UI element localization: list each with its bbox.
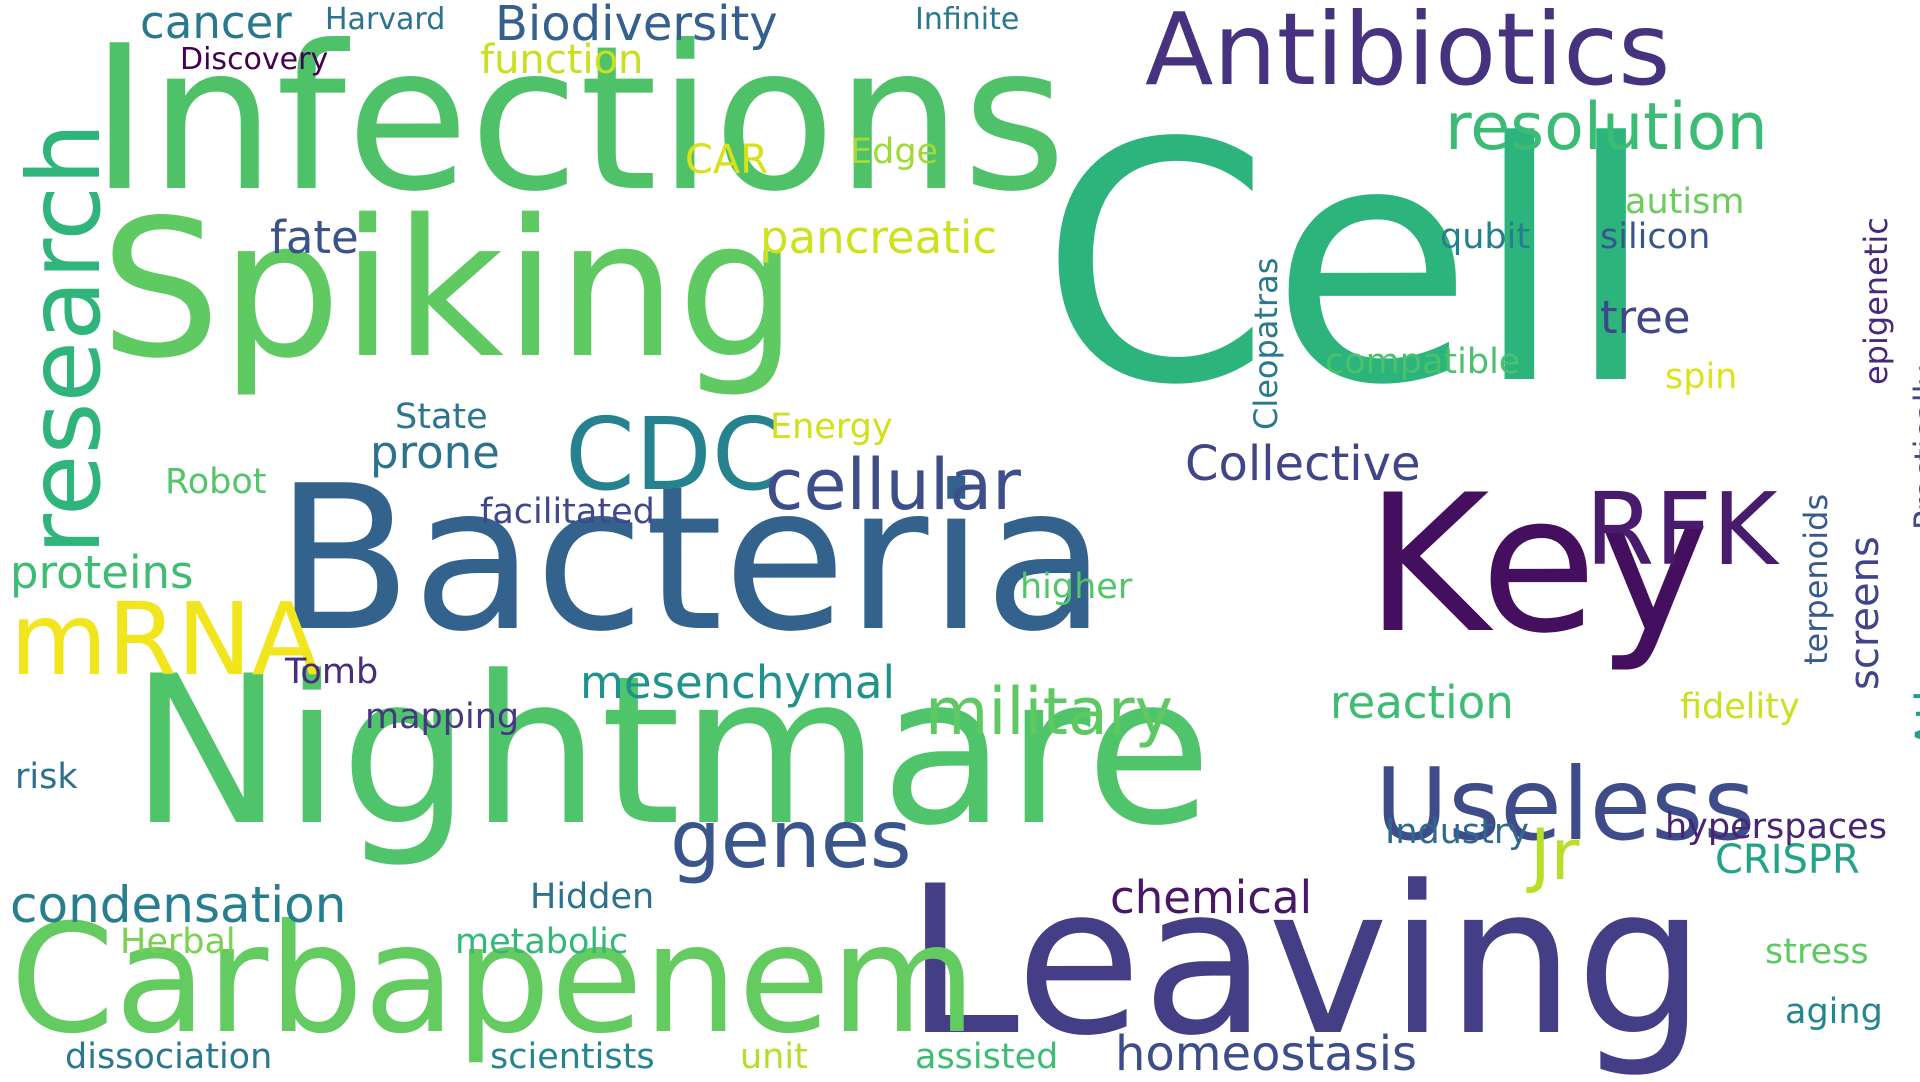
word-cleopatras: Cleopatras	[1247, 257, 1285, 430]
word-antibiotics: Antibiotics	[1145, 0, 1671, 108]
word-collective: Collective	[1185, 436, 1421, 492]
word-spiking: Spiking	[100, 179, 798, 400]
word-aging: aging	[1785, 992, 1883, 1032]
word-risk: risk	[15, 757, 78, 797]
word-cellular: cellular	[765, 444, 1021, 526]
word-hidden: Hidden	[530, 877, 655, 917]
word-harvard: Harvard	[325, 2, 446, 37]
word-prone: prone	[370, 426, 500, 479]
word-leaving: Leaving	[905, 843, 1706, 1081]
word-tomb: Tomb	[285, 652, 379, 692]
word-jr: Jr	[1530, 814, 1580, 896]
word-epigenetic: epigenetic	[1857, 217, 1895, 385]
word-autism: autism	[1625, 182, 1745, 222]
word-carbapenem: Carbapenem	[10, 893, 977, 1067]
word-homeostasis: homeostasis	[1115, 1026, 1418, 1082]
word-infections: Infections	[90, 3, 1067, 236]
word-dissociation: dissociation	[65, 1037, 273, 1077]
word-car: CAR	[685, 137, 769, 183]
word-industry: Industry	[1385, 812, 1529, 852]
word-useless: Useless	[1375, 746, 1756, 863]
word-cancer: cancer	[140, 0, 292, 49]
word-cdc: CDC	[565, 396, 782, 513]
word-mapping: mapping	[365, 697, 520, 737]
word-state: State	[395, 397, 488, 437]
word-silicon: silicon	[1600, 217, 1711, 257]
word-screens: screens	[1842, 536, 1888, 690]
word-qubit: qubit	[1440, 217, 1531, 257]
word-assisted: assisted	[915, 1037, 1059, 1077]
word-key: Key	[1365, 454, 1710, 675]
word-energy: Energy	[770, 407, 893, 447]
word-terpenoids: terpenoids	[1797, 493, 1835, 665]
word-tree: tree	[1600, 291, 1691, 344]
word-atlas: Atlas	[1906, 638, 1920, 750]
word-resolution: resolution	[1445, 90, 1768, 165]
word-unit: unit	[740, 1037, 808, 1077]
word-infinite: Infinite	[915, 2, 1020, 37]
word-pancreatic: pancreatic	[760, 211, 998, 264]
word-function: function	[480, 37, 644, 83]
word-practically: Practically	[1907, 365, 1920, 530]
word-rfk: RFK	[1585, 471, 1778, 588]
word-research: research	[6, 122, 123, 555]
word-cell: Cell	[1040, 73, 1657, 457]
word-facilitated: facilitated	[480, 492, 655, 532]
word-genes: genes	[670, 793, 912, 886]
word-scientists: scientists	[490, 1037, 655, 1077]
word-proteins: proteins	[10, 546, 194, 599]
word-stress: stress	[1765, 932, 1869, 972]
word-reaction: reaction	[1330, 676, 1514, 729]
word-crispr: CRISPR	[1715, 837, 1860, 883]
word-condensation: condensation	[10, 876, 347, 934]
word-robot: Robot	[165, 462, 267, 502]
word-military: military	[925, 675, 1174, 750]
word-herbal: Herbal	[120, 922, 236, 962]
word-edge: Edge	[850, 132, 939, 172]
word-mrna: mRNA	[10, 581, 321, 698]
word-fidelity: fidelity	[1680, 687, 1800, 727]
word-higher: higher	[1020, 567, 1133, 607]
word-hyperspaces: hyperspaces	[1665, 807, 1887, 847]
word-fate: fate	[270, 211, 359, 264]
word-compatible: compatible	[1325, 342, 1521, 382]
word-chemical: chemical	[1110, 871, 1313, 924]
word-biodiversity: Biodiversity	[495, 0, 778, 52]
word-nightmare: Nightmare	[130, 633, 1212, 871]
word-discovery: Discovery	[180, 42, 329, 77]
word-bacteria: Bacteria	[275, 443, 1107, 676]
word-metabolic: metabolic	[455, 922, 629, 962]
word-spin: spin	[1665, 357, 1738, 397]
word-mesenchymal: mesenchymal	[580, 656, 895, 709]
